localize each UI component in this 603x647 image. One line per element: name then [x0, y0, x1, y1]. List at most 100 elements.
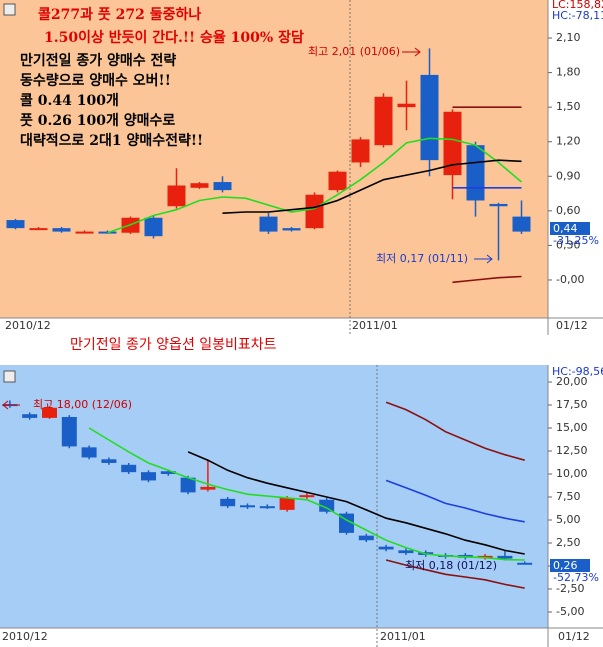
y-tick-label: 0,90 — [556, 169, 581, 182]
annotation: 만기전일 종가 양매수 전략 — [20, 52, 176, 69]
candle-body — [420, 74, 439, 161]
y-tick-label: 12,50 — [556, 444, 588, 457]
y-tick-label: 17,50 — [556, 398, 588, 411]
icon — [3, 3, 16, 16]
candle-body — [75, 231, 94, 234]
current-box — [550, 559, 590, 572]
candle-body — [259, 506, 275, 509]
candle-body — [259, 216, 278, 232]
y-tick-label: 2,10 — [556, 31, 581, 44]
annotation: 동수량으로 양매수 오버!! — [20, 72, 171, 89]
moving-line — [187, 451, 525, 555]
arrow — [402, 47, 421, 57]
x-label: 2010/12 — [5, 319, 51, 332]
moving-line — [385, 479, 525, 523]
annotation: 콜 0.44 100개 — [20, 93, 119, 109]
y-tick-label: 20,00 — [556, 375, 588, 388]
x-label: 01/12 — [558, 630, 590, 643]
y-tick-label: 10,00 — [556, 467, 588, 480]
y-tick-label: 5,00 — [556, 513, 581, 526]
annotation: 대략적으로 2대1 양매수전략!! — [20, 132, 203, 149]
moving-line — [88, 427, 525, 561]
x-label: 2011/01 — [380, 630, 426, 643]
candle-body — [512, 216, 531, 232]
candle-body — [220, 498, 236, 507]
candle-body — [42, 407, 57, 418]
candle-body — [6, 220, 25, 229]
candle-body — [180, 477, 196, 493]
current-value: 0,44 — [553, 222, 578, 235]
candle-body — [160, 471, 176, 475]
y-tick-label: -2,50 — [556, 582, 584, 595]
y-tick-label: -0,00 — [556, 273, 584, 286]
marks: 2,10 1,80 1,50 1,20 0,90 0,60 0,30 -0,00 20,00 17… — [2, 31, 588, 618]
info: HC:-98,56 — [552, 365, 603, 378]
moving-line — [107, 137, 523, 234]
candle-body — [299, 495, 315, 498]
high-label: 최고 18,00 (12/06) — [33, 398, 132, 411]
y-tick-label: 1,50 — [556, 100, 581, 113]
annotation: 1.50이상 반듯이 간다.!! 승율 100% 장담 — [44, 29, 304, 46]
current-box — [550, 222, 590, 235]
candle-body — [466, 145, 485, 201]
info: LC:158,82 — [552, 0, 603, 11]
candle-body — [213, 182, 232, 191]
current-value: 0,26 — [553, 559, 578, 572]
y-tick-label: 15,00 — [556, 421, 588, 434]
candle-body — [240, 505, 255, 508]
change: -31,25% — [553, 234, 599, 247]
x-label: 01/12 — [556, 319, 588, 332]
candle-body — [378, 546, 394, 550]
low-label: 최저 0,17 (01/11) — [376, 252, 468, 265]
y-tick-label: -5,00 — [556, 605, 584, 618]
candle-body — [358, 535, 374, 541]
y-tick-label: 7,50 — [556, 490, 581, 503]
annotation: 콜277과 풋 272 둘중하나 — [38, 6, 201, 23]
candle-body — [121, 464, 137, 473]
change: -52,73% — [553, 571, 599, 584]
candle-body — [517, 562, 533, 565]
candle-body — [282, 228, 301, 231]
x-label: 2011/01 — [352, 319, 398, 332]
moving-line — [222, 159, 522, 214]
candle-body — [22, 414, 38, 418]
y-tick-label: 0,30 — [556, 238, 581, 251]
candle-body — [443, 111, 462, 176]
plot-area — [0, 0, 548, 318]
candle-body — [477, 555, 493, 558]
moving-line — [385, 559, 525, 589]
info: HC:-78,11 — [552, 9, 603, 22]
candle-body — [141, 472, 156, 481]
annotation: 풋 0.26 100개 양매수로 — [20, 113, 175, 129]
y-tick-label: 1,20 — [556, 135, 581, 148]
candle-body — [190, 183, 209, 188]
candle-body — [398, 550, 414, 554]
candle-body — [319, 499, 335, 512]
y-tick-label: 2,50 — [556, 536, 581, 549]
low-label: 최저 0,18 (01/12) — [405, 559, 497, 572]
candle-body — [489, 203, 508, 207]
icon — [3, 370, 16, 383]
candle-body — [351, 139, 370, 163]
candle-body — [397, 103, 416, 108]
candle-body — [167, 185, 186, 207]
candle-body — [101, 459, 117, 463]
arrow — [474, 254, 493, 264]
candle-body — [328, 171, 347, 191]
y-tick-label: 1,80 — [556, 66, 581, 79]
candle-body — [61, 416, 77, 447]
high-label: 최고 2,01 (01/06) — [308, 45, 400, 58]
candle-body — [497, 555, 513, 559]
candle-body — [374, 96, 393, 146]
candle-body — [305, 194, 324, 229]
y-tick-label: 0,60 — [556, 204, 581, 217]
candle-body — [200, 486, 216, 490]
x-label: 2010/12 — [2, 630, 48, 643]
moving-line — [385, 401, 525, 461]
candle-body — [52, 228, 71, 232]
candle-body — [279, 497, 295, 510]
chart-title: 만기전일 종가 양옵션 일봉비표차트 — [70, 337, 277, 353]
candle-body — [144, 217, 163, 237]
